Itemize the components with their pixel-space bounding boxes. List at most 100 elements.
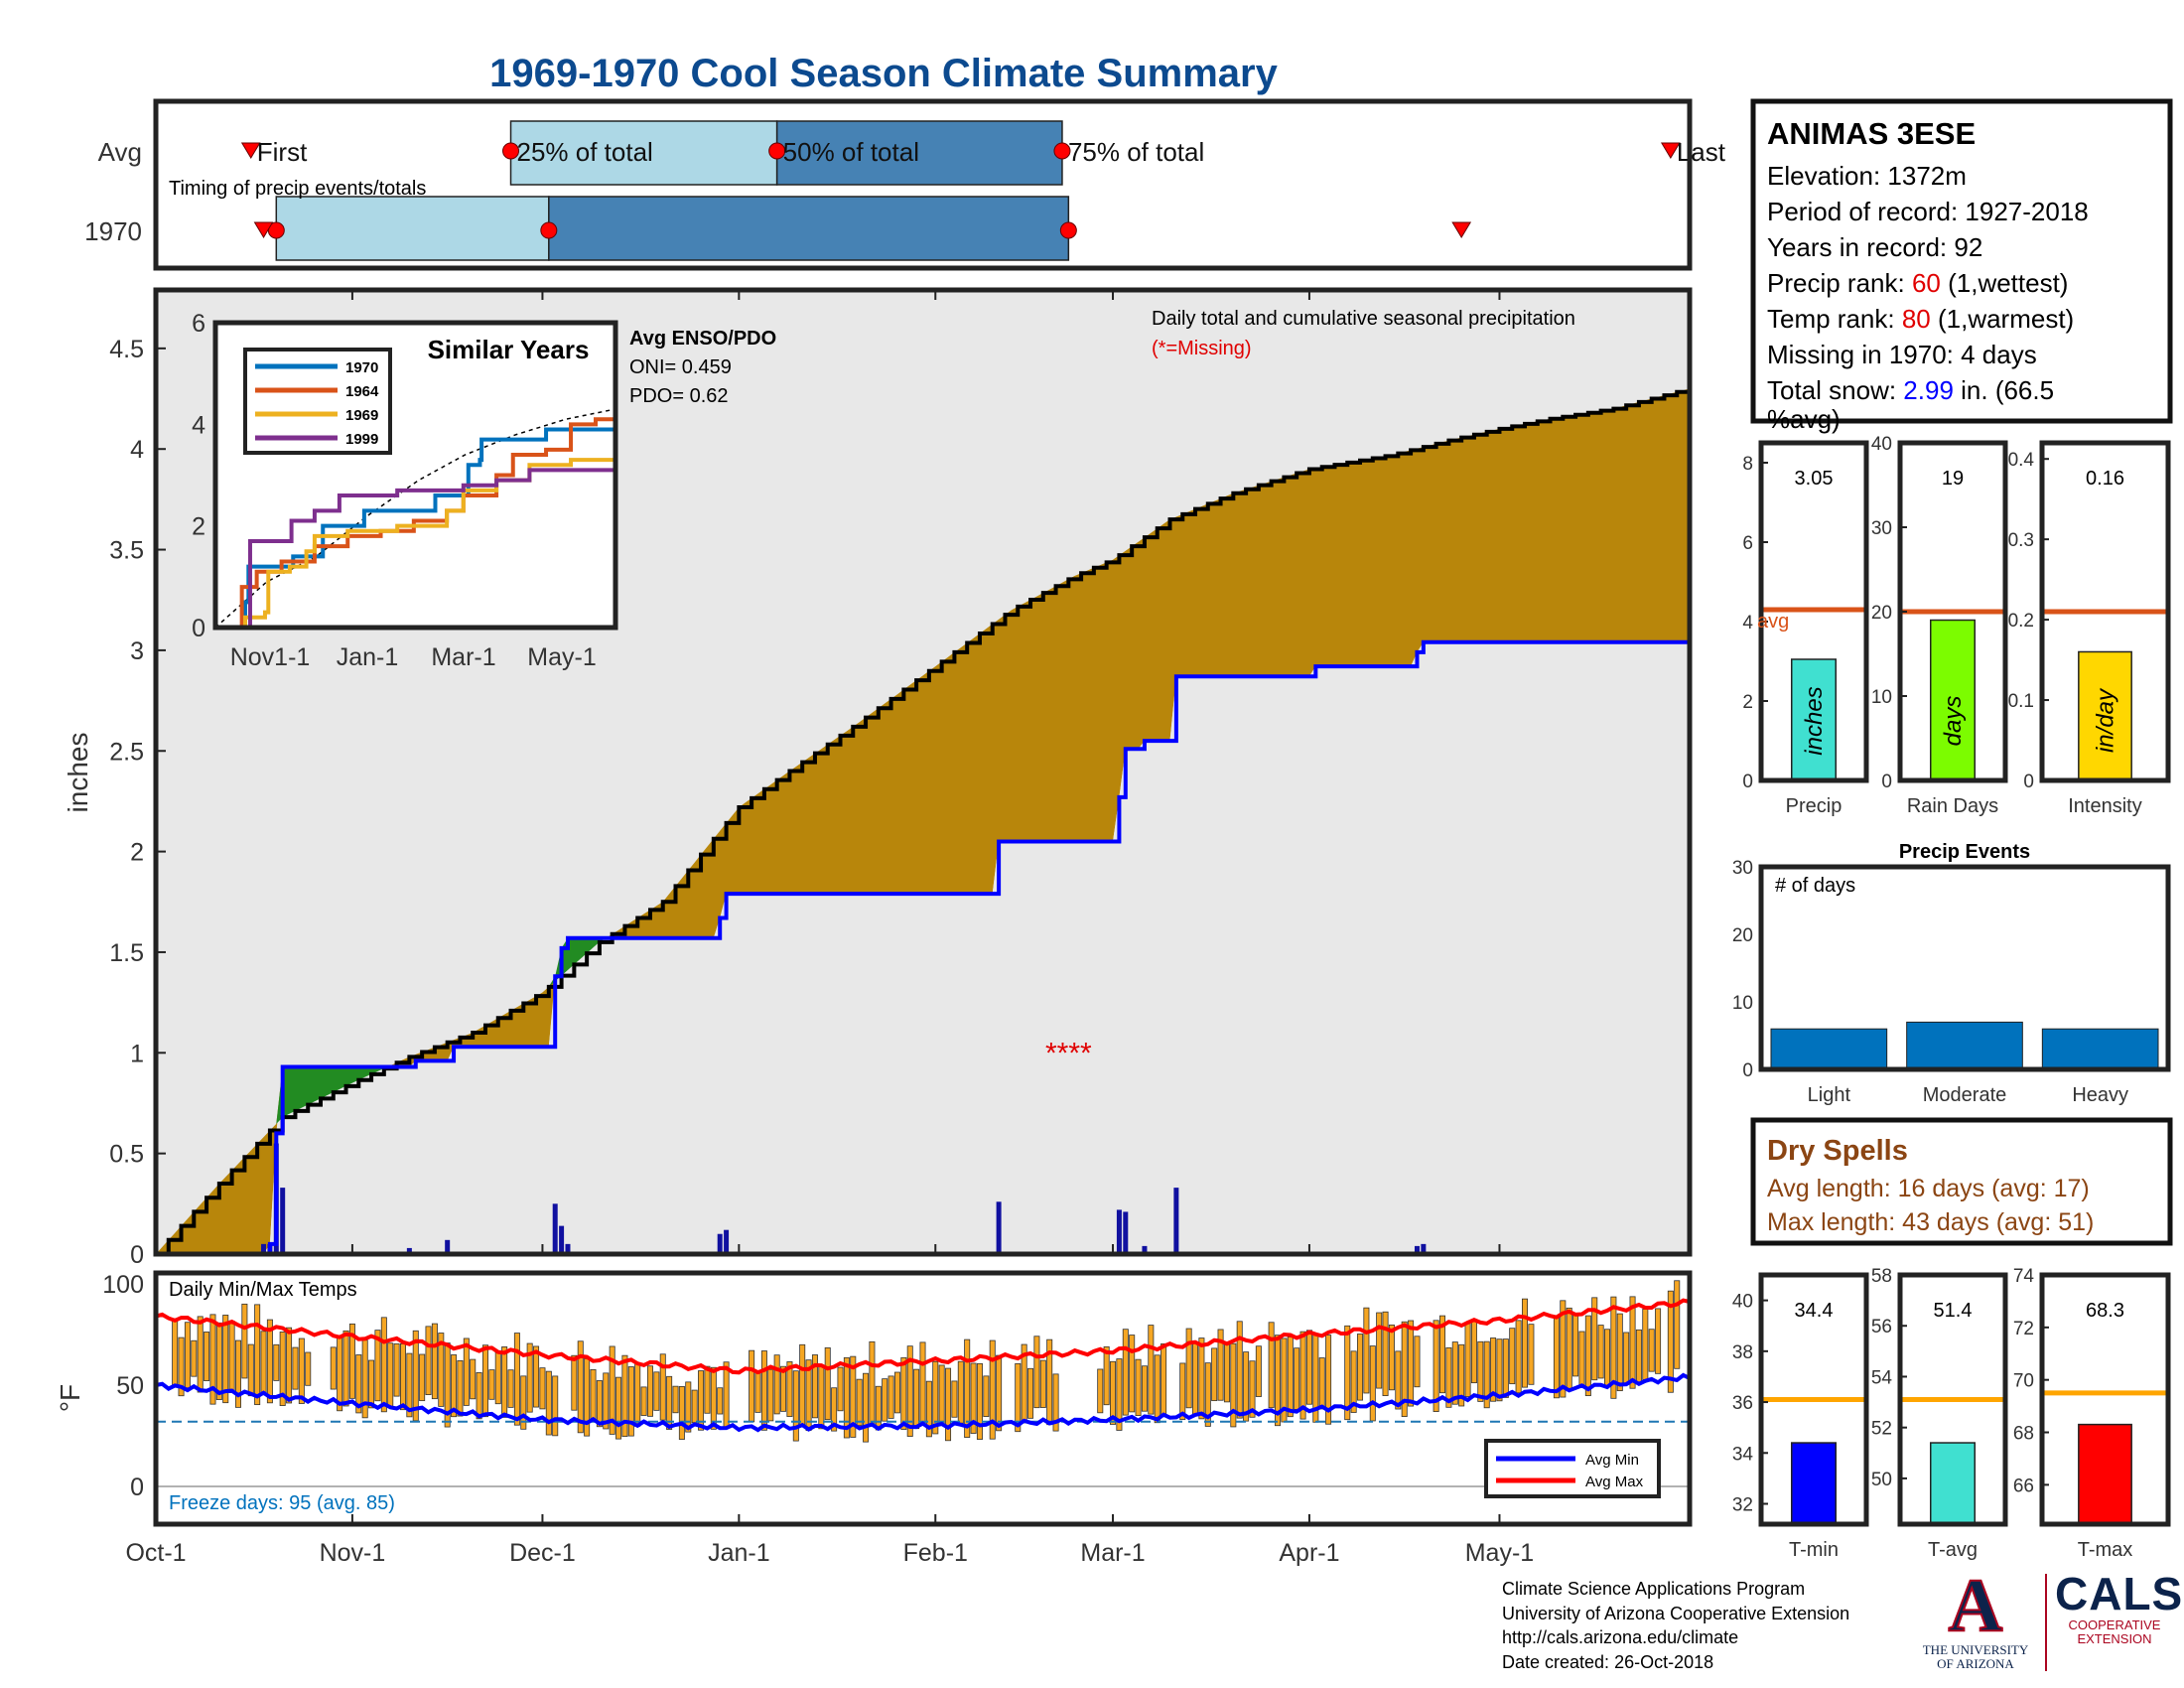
timing-dot-p75-1 [1059, 221, 1077, 239]
precip-summary-unit-0: inches [1801, 686, 1828, 755]
temp-summary-label-1: T-avg [1928, 1539, 1978, 1561]
timing-dot-p50-1 [540, 221, 558, 239]
avg-max-line [155, 1298, 1691, 1375]
events-inner-label: # of days [1775, 875, 1855, 897]
daily-temp-bar-191 [1363, 1307, 1370, 1394]
daily-temp-bar-85 [691, 1389, 698, 1424]
daily-temp-bar-83 [678, 1386, 685, 1440]
daily-temp-bar-133 [996, 1354, 1003, 1432]
inset-x-tick-3: May-1 [527, 643, 596, 671]
temp-summary-value-0: 34.4 [1795, 1300, 1834, 1322]
daily-temp-bar-66 [571, 1354, 578, 1411]
daily-temp-bar-159 [1160, 1342, 1167, 1416]
temp-summary-tick-label-0-2: 36 [1732, 1393, 1753, 1414]
temp-summary-tick-label-0-4: 40 [1732, 1292, 1753, 1313]
footer-line-1: Climate Science Applications Program [1502, 1579, 1806, 1599]
precip-summary-value-2: 0.16 [2086, 468, 2124, 490]
daily-temp-bar-43 [425, 1326, 432, 1396]
daily-temp-bar-22 [292, 1346, 299, 1390]
daily-temp-bar-169 [1223, 1342, 1230, 1403]
daily-temp-bar-121 [919, 1341, 926, 1425]
daily-temp-bar-45 [438, 1333, 445, 1407]
timing-bar-late-0 [775, 120, 1063, 186]
daily-temp-bar-167 [1211, 1347, 1218, 1402]
events-y-tick-0: 0 [1742, 1060, 1753, 1081]
daily-temp-bar-215 [1515, 1320, 1522, 1394]
inset-x-tick-2: Mar-1 [431, 643, 495, 671]
precip-summary-unit-2: in/day [2093, 687, 2119, 753]
daily-temp-bar-237 [1655, 1308, 1662, 1374]
precip-summary-tick-label-0-3: 6 [1742, 533, 1753, 554]
precip-summary-tick-label-1-0: 0 [1881, 772, 1892, 792]
timing-row-label-1970: 1970 [84, 216, 142, 246]
daily-temp-bar-129 [970, 1362, 977, 1434]
temp-y-axis-label: °F [55, 1384, 85, 1412]
daily-temp-bar-189 [1350, 1350, 1357, 1413]
x-tick-label-3: Jan-1 [708, 1539, 770, 1567]
station-period: Period of record: 1927-2018 [1767, 197, 2089, 226]
daily-temp-bar-149 [1097, 1368, 1104, 1414]
daily-temp-bar-107 [831, 1387, 838, 1432]
daily-temp-bar-182 [1305, 1330, 1312, 1405]
events-title: Precip Events [1899, 841, 2030, 863]
precip-summary-tick-label-1-1: 10 [1871, 687, 1892, 708]
daily-temp-bar-5 [184, 1322, 191, 1389]
daily-temp-bar-123 [932, 1360, 939, 1435]
daily-temp-bar-173 [1249, 1360, 1256, 1418]
temp-summary-tick-label-1-4: 58 [1871, 1266, 1892, 1287]
daily-temp-bar-55 [501, 1346, 508, 1418]
temp-summary-tick-label-2-1: 68 [2013, 1424, 2034, 1445]
daily-temp-bar-235 [1642, 1309, 1649, 1380]
temp-legend-box [1484, 1439, 1661, 1498]
daily-temp-bar-233 [1629, 1296, 1636, 1389]
precip-summary-tick-label-2-0: 0 [2023, 772, 2034, 792]
daily-temp-bar-102 [799, 1343, 806, 1426]
station-snow-part-2: in. (66.5 [1954, 375, 2054, 405]
daily-temp-bar-35 [374, 1330, 381, 1402]
oni-value: ONI= 0.459 [629, 356, 732, 378]
daily-temp-bar-30 [342, 1330, 349, 1407]
cals-logo-text: CALS [2055, 1568, 2184, 1619]
missing-note: (*=Missing) [1152, 338, 1252, 359]
temp-summary-label-0: T-min [1789, 1539, 1839, 1561]
timing-label-last: Last [1677, 137, 1726, 167]
y-tick-label-7: 3.5 [109, 537, 144, 565]
daily-temp-bar-155 [1135, 1358, 1142, 1416]
daily-precip-bar-9 [717, 1233, 723, 1254]
daily-precip-bar-6 [552, 1203, 558, 1254]
daily-temp-bar-51 [476, 1372, 482, 1420]
daily-precip-bar-3 [280, 1188, 286, 1254]
daily-temp-bar-99 [780, 1365, 787, 1412]
daily-temp-bar-109 [843, 1356, 850, 1439]
missing-day-markers: **** [1045, 1037, 1092, 1069]
station-temp-rank-part-0: Temp rank: [1767, 304, 1902, 334]
precip-summary-unit-1: days [1940, 696, 1967, 747]
timing-label-p25: 25% of total [517, 137, 653, 167]
dry-spells-box: Dry Spells Avg length: 16 days (avg: 17) M… [1750, 1117, 2173, 1246]
daily-temp-bar-49 [463, 1337, 470, 1406]
daily-temp-bar-120 [913, 1368, 920, 1430]
timing-triangle-last-1 [1451, 221, 1472, 238]
daily-temp-bar-94 [749, 1349, 755, 1423]
precip-summary-frame-0 [1758, 440, 1869, 783]
inset-series-1964 [215, 417, 615, 630]
precip-summary-bars: 0 2 4 6 8 3.05 Precip inches avg 0 10 20 30 40 19 Rain … [1742, 434, 2171, 817]
daily-temp-bar-131 [983, 1375, 990, 1417]
y-tick-label-8: 4 [130, 436, 144, 464]
station-temp-rank: Temp rank: 80 (1,warmest) [1767, 304, 2074, 334]
footer-line-3[interactable]: http://cals.arizona.edu/climate [1502, 1627, 1739, 1647]
daily-temp-bar-104 [811, 1354, 818, 1419]
daily-temp-bar-225 [1578, 1331, 1585, 1388]
daily-temp-bar-54 [494, 1351, 501, 1405]
precip-summary-tick-label-0-1: 2 [1742, 692, 1753, 713]
y-tick-label-6: 3 [130, 637, 144, 665]
daily-temp-bar-205 [1451, 1341, 1458, 1405]
daily-temp-bar-166 [1204, 1362, 1211, 1427]
daily-temp-bar-44 [431, 1323, 438, 1400]
temp-summary-tick-label-1-3: 56 [1871, 1317, 1892, 1337]
daily-temp-bar-185 [1325, 1335, 1332, 1425]
precip-summary-tick-label-0-0: 0 [1742, 772, 1753, 792]
avg-min-line [155, 1372, 1691, 1433]
daily-temp-bar-199 [1414, 1336, 1421, 1388]
daily-temp-bar-100 [786, 1361, 793, 1417]
